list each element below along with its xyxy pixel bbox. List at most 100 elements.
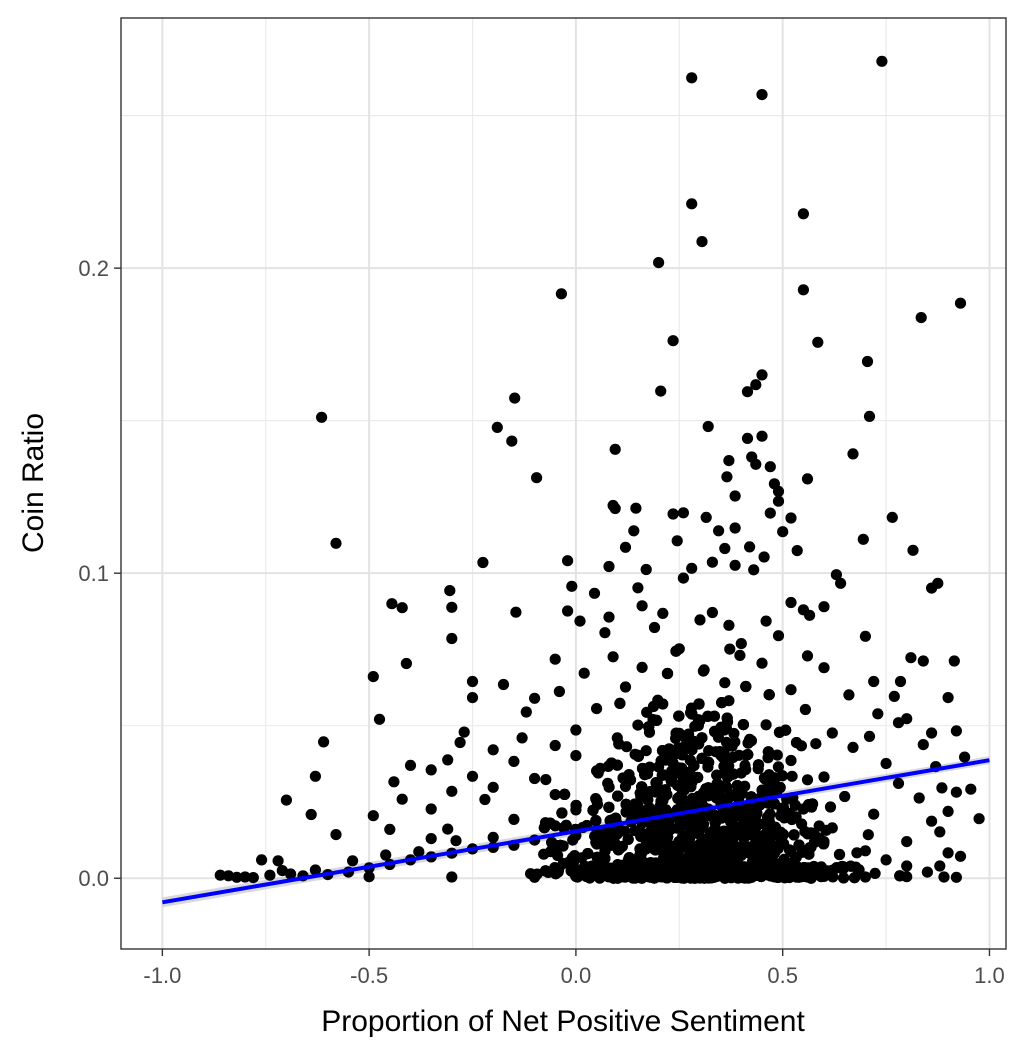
data-point bbox=[729, 490, 741, 502]
data-point bbox=[477, 556, 489, 569]
data-point bbox=[264, 869, 276, 881]
data-point bbox=[785, 512, 797, 524]
fit-line-layer bbox=[162, 758, 990, 905]
data-point bbox=[859, 630, 872, 642]
data-point bbox=[466, 770, 479, 782]
data-point bbox=[714, 746, 726, 758]
data-point bbox=[888, 690, 900, 703]
data-point bbox=[529, 692, 541, 704]
data-point bbox=[726, 740, 738, 752]
data-point bbox=[549, 739, 561, 752]
data-point bbox=[743, 812, 755, 824]
data-point bbox=[847, 741, 859, 754]
data-point bbox=[872, 708, 884, 720]
data-point bbox=[799, 703, 812, 716]
data-point bbox=[592, 867, 604, 879]
data-point bbox=[748, 564, 760, 576]
data-point bbox=[764, 808, 776, 820]
data-point bbox=[612, 790, 624, 802]
data-point bbox=[388, 776, 400, 788]
data-point bbox=[396, 602, 408, 614]
data-point bbox=[552, 866, 564, 878]
x-tick-label: 0.0 bbox=[561, 963, 592, 988]
data-point bbox=[950, 786, 963, 798]
data-point bbox=[729, 559, 741, 571]
data-point bbox=[645, 857, 657, 869]
data-point bbox=[605, 757, 618, 769]
data-point bbox=[676, 762, 688, 774]
data-point bbox=[826, 864, 838, 877]
data-point bbox=[466, 675, 479, 688]
data-point bbox=[619, 681, 632, 693]
data-point bbox=[780, 724, 792, 736]
x-axis-title: Proportion of Net Positive Sentiment bbox=[321, 1005, 805, 1038]
data-point bbox=[510, 606, 522, 618]
data-point bbox=[892, 777, 905, 790]
data-point bbox=[738, 832, 750, 844]
data-point bbox=[556, 807, 568, 819]
data-point bbox=[612, 844, 625, 856]
data-point bbox=[667, 508, 679, 520]
data-point bbox=[806, 798, 819, 810]
data-point bbox=[330, 829, 342, 841]
data-point bbox=[599, 627, 611, 639]
data-point bbox=[760, 719, 772, 731]
data-point bbox=[446, 785, 458, 797]
data-point bbox=[694, 614, 706, 626]
data-point bbox=[853, 864, 865, 876]
data-point bbox=[570, 750, 582, 762]
data-point bbox=[673, 822, 685, 834]
data-point bbox=[921, 866, 934, 878]
data-point bbox=[673, 836, 685, 848]
data-point bbox=[677, 771, 689, 784]
data-point bbox=[801, 473, 814, 485]
data-point bbox=[591, 703, 603, 715]
data-point bbox=[797, 284, 810, 296]
data-point bbox=[636, 600, 648, 612]
data-point bbox=[553, 685, 566, 698]
data-point bbox=[797, 208, 810, 220]
data-point bbox=[786, 770, 798, 782]
data-point bbox=[917, 655, 929, 667]
data-point bbox=[762, 842, 774, 854]
data-point bbox=[686, 198, 698, 210]
data-point bbox=[915, 312, 927, 324]
y-tick-label: 0.1 bbox=[78, 561, 109, 586]
data-point bbox=[363, 871, 375, 883]
data-point bbox=[633, 825, 646, 837]
data-point bbox=[836, 860, 848, 873]
data-point bbox=[231, 871, 243, 883]
data-point bbox=[818, 838, 830, 850]
data-point bbox=[859, 871, 872, 883]
data-point bbox=[812, 336, 824, 348]
data-point bbox=[905, 652, 917, 664]
data-point bbox=[686, 72, 698, 84]
data-point bbox=[741, 432, 754, 444]
data-point bbox=[696, 236, 708, 248]
data-point bbox=[805, 872, 817, 884]
data-point bbox=[487, 744, 499, 756]
data-point bbox=[700, 511, 712, 523]
data-point bbox=[777, 526, 789, 538]
data-point bbox=[950, 725, 963, 737]
data-point bbox=[936, 782, 948, 794]
data-point bbox=[373, 713, 386, 725]
data-point bbox=[239, 871, 251, 883]
data-point bbox=[892, 717, 905, 729]
data-point bbox=[742, 737, 754, 749]
data-point bbox=[772, 485, 785, 497]
data-point bbox=[706, 606, 719, 619]
data-point bbox=[309, 770, 321, 782]
data-point bbox=[659, 784, 671, 796]
data-point bbox=[653, 257, 665, 269]
panel-border bbox=[120, 17, 1007, 950]
data-point bbox=[665, 775, 678, 787]
data-point bbox=[318, 736, 330, 748]
data-point bbox=[756, 89, 768, 101]
data-point bbox=[557, 840, 569, 852]
data-point bbox=[720, 722, 732, 734]
data-point bbox=[673, 861, 685, 873]
data-point bbox=[863, 730, 876, 743]
data-point bbox=[810, 738, 822, 750]
